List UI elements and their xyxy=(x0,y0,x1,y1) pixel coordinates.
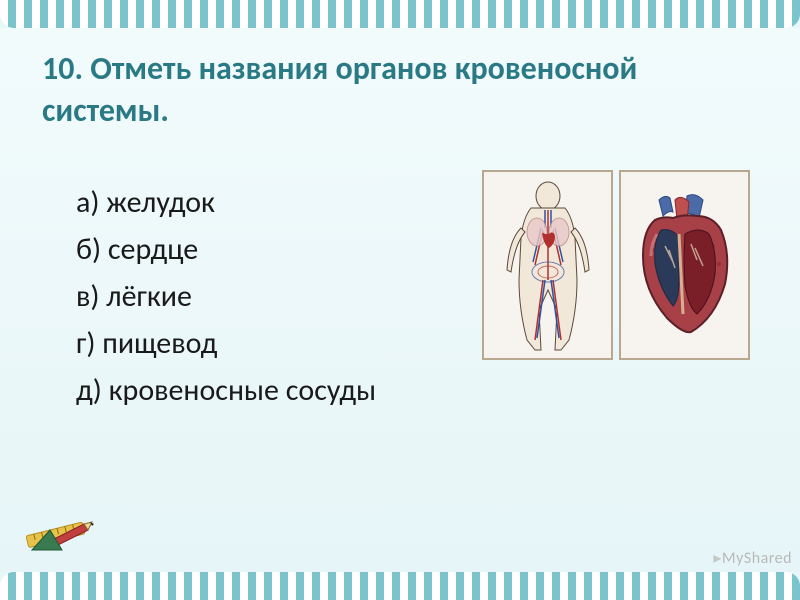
circulatory-body-icon xyxy=(493,180,603,352)
watermark-text: MyShared xyxy=(722,549,792,568)
illustration-panel-heart xyxy=(619,170,750,360)
answer-option: д) кровеносные сосуды xyxy=(76,368,376,413)
answer-text: желудок xyxy=(106,184,215,221)
question-title: 10. Отметь названия органов кровеносной … xyxy=(42,48,758,131)
answer-letter: г) xyxy=(76,325,95,362)
question-number: 10. xyxy=(42,49,83,88)
answer-letter: а) xyxy=(76,184,99,221)
heart-cross-section-icon xyxy=(625,190,745,340)
ruler-pencil-icon xyxy=(24,510,96,558)
top-decorative-border xyxy=(0,0,800,28)
answer-text: лёгкие xyxy=(106,278,192,315)
answer-text: пищевод xyxy=(102,325,217,362)
corner-school-icon xyxy=(24,510,96,558)
answer-list: а) желудок б) сердце в) лёгкие г) пищево… xyxy=(76,180,376,415)
answer-text: кровеносные сосуды xyxy=(109,372,376,409)
answer-option: б) сердце xyxy=(76,227,376,272)
illustration-panel-body xyxy=(482,170,613,360)
question-text: Отметь названия органов кровеносной сист… xyxy=(42,49,637,130)
answer-letter: б) xyxy=(76,231,101,268)
anatomy-illustration xyxy=(482,170,750,360)
answer-letter: д) xyxy=(76,372,102,409)
answer-option: в) лёгкие xyxy=(76,274,376,319)
answer-option: а) желудок xyxy=(76,180,376,225)
bottom-decorative-border xyxy=(0,572,800,600)
answer-text: сердце xyxy=(108,231,198,268)
answer-option: г) пищевод xyxy=(76,321,376,366)
watermark: ▸MyShared xyxy=(713,548,792,568)
answer-letter: в) xyxy=(76,278,99,315)
